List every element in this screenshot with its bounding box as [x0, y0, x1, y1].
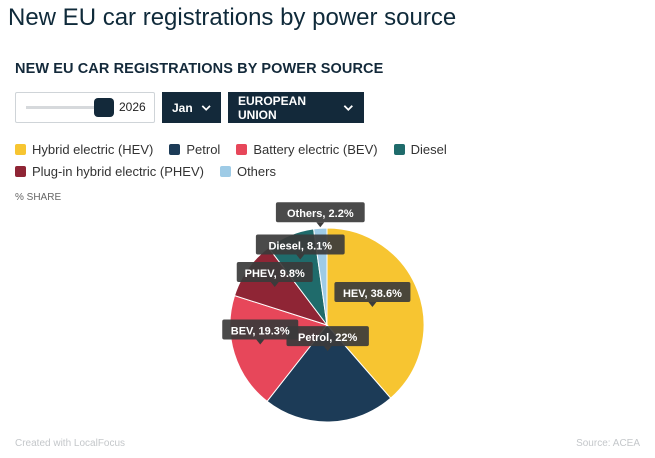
- chart-controls: 2026 Jan EUROPEAN UNION: [15, 92, 364, 123]
- pie-slice-petrol[interactable]: [266, 324, 392, 423]
- legend-label: Diesel: [410, 141, 447, 157]
- month-dropdown-label: Jan: [172, 100, 193, 115]
- created-with-credit: Created with LocalFocus: [15, 438, 126, 449]
- data-label-box: [255, 234, 345, 255]
- legend-label: Plug-in hybrid electric (PHEV): [32, 163, 204, 179]
- data-label-box: [334, 281, 411, 302]
- data-label-bev: BEV, 19.3%: [222, 319, 299, 345]
- legend-item-others[interactable]: Others: [219, 163, 276, 179]
- chevron-down-icon: [344, 104, 354, 111]
- share-label: % SHARE: [15, 192, 62, 203]
- data-label-box: [236, 262, 313, 283]
- month-dropdown[interactable]: Jan: [162, 92, 221, 123]
- data-label-phev: PHEV, 9.8%: [236, 262, 313, 288]
- pie-slice-hev[interactable]: [326, 227, 425, 399]
- data-label-text: Diesel, 8.1%: [268, 240, 332, 252]
- year-slider[interactable]: 2026: [15, 92, 155, 123]
- chart-title: NEW EU CAR REGISTRATIONS BY POWER SOURCE: [15, 61, 384, 77]
- legend-swatch: [15, 165, 26, 177]
- legend-swatch: [236, 143, 248, 155]
- legend-item-bev[interactable]: Battery electric (BEV): [236, 141, 378, 157]
- data-label-pointer: [368, 301, 377, 307]
- source-credit: Source: ACEA: [576, 438, 640, 449]
- slider-handle[interactable]: [94, 98, 114, 117]
- chevron-down-icon: [201, 104, 211, 111]
- legend-label: Hybrid electric (HEV): [32, 141, 154, 157]
- legend-label: Petrol: [186, 141, 221, 157]
- legend-item-petrol[interactable]: Petrol: [169, 141, 220, 157]
- legend-label: Battery electric (BEV): [253, 141, 378, 157]
- legend-item-hev[interactable]: Hybrid electric (HEV): [15, 141, 153, 157]
- data-label-hev: HEV, 38.6%: [334, 281, 411, 307]
- data-label-others: Others, 2.2%: [275, 202, 365, 228]
- legend-swatch: [393, 143, 405, 155]
- page-title: New EU car registrations by power source: [8, 4, 457, 31]
- data-label-pointer: [270, 282, 279, 288]
- data-label-diesel: Diesel, 8.1%: [255, 234, 345, 260]
- legend-item-diesel[interactable]: Diesel: [393, 141, 447, 157]
- data-label-pointer: [296, 254, 305, 260]
- data-label-text: BEV, 19.3%: [231, 326, 290, 338]
- slider-track[interactable]: [26, 106, 108, 109]
- data-label-text: Petrol, 22%: [298, 332, 358, 344]
- legend-swatch: [169, 143, 181, 155]
- data-label-petrol: Petrol, 22%: [286, 326, 369, 352]
- legend-swatch: [15, 143, 26, 155]
- data-label-pointer: [323, 346, 332, 352]
- data-label-box: [222, 319, 299, 340]
- data-label-box: [286, 326, 369, 347]
- chart-legend: Hybrid electric (HEV) Petrol Battery ele…: [15, 141, 645, 179]
- data-label-pointer: [256, 339, 265, 345]
- data-label-text: PHEV, 9.8%: [245, 268, 305, 280]
- region-dropdown-label: EUROPEAN UNION: [238, 93, 307, 122]
- legend-swatch: [219, 165, 231, 177]
- year-value: 2026: [119, 100, 146, 114]
- data-label-text: HEV, 38.6%: [343, 288, 402, 300]
- data-label-box: [275, 202, 365, 223]
- region-dropdown[interactable]: EUROPEAN UNION: [228, 92, 364, 123]
- data-label-text: Others, 2.2%: [287, 208, 354, 220]
- legend-label: Others: [236, 163, 276, 179]
- data-label-pointer: [316, 222, 325, 228]
- legend-item-phev[interactable]: Plug-in hybrid electric (PHEV): [15, 163, 204, 179]
